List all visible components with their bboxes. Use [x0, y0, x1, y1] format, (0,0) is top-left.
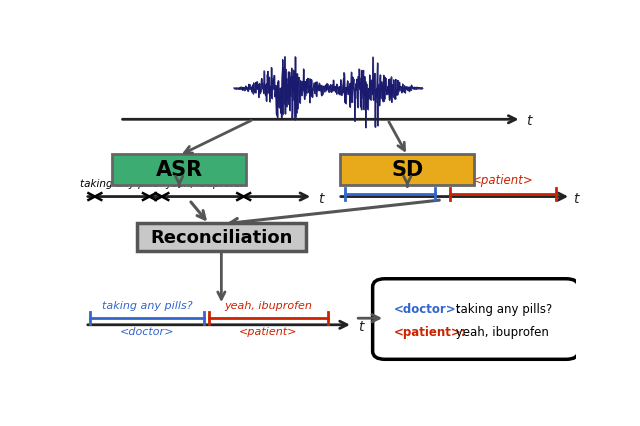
Text: taking any pills?: taking any pills?: [102, 300, 192, 310]
Text: yeah, ibuprofen: yeah, ibuprofen: [166, 179, 248, 189]
Text: Reconciliation: Reconciliation: [150, 228, 292, 246]
Text: <doctor>:: <doctor>:: [394, 302, 461, 315]
Text: yeah, ibuprofen: yeah, ibuprofen: [452, 325, 549, 339]
Text: taking any pills?: taking any pills?: [452, 302, 552, 315]
FancyBboxPatch shape: [112, 155, 246, 186]
Text: t: t: [573, 191, 579, 205]
Text: t: t: [318, 191, 324, 205]
Text: <patient>: <patient>: [472, 173, 534, 186]
Text: t: t: [358, 319, 364, 333]
Text: <doctor>: <doctor>: [361, 173, 419, 186]
Text: SD: SD: [391, 160, 424, 180]
Text: <patient>: <patient>: [239, 327, 298, 337]
Text: <doctor>: <doctor>: [120, 327, 174, 337]
Text: <patient>:: <patient>:: [394, 325, 467, 339]
FancyBboxPatch shape: [340, 155, 474, 186]
FancyBboxPatch shape: [137, 223, 306, 251]
FancyBboxPatch shape: [372, 279, 579, 360]
Text: t: t: [527, 114, 532, 128]
Text: ASR: ASR: [156, 160, 203, 180]
Text: yeah, ibuprofen: yeah, ibuprofen: [225, 300, 312, 310]
Text: taking any pills?: taking any pills?: [80, 179, 164, 189]
